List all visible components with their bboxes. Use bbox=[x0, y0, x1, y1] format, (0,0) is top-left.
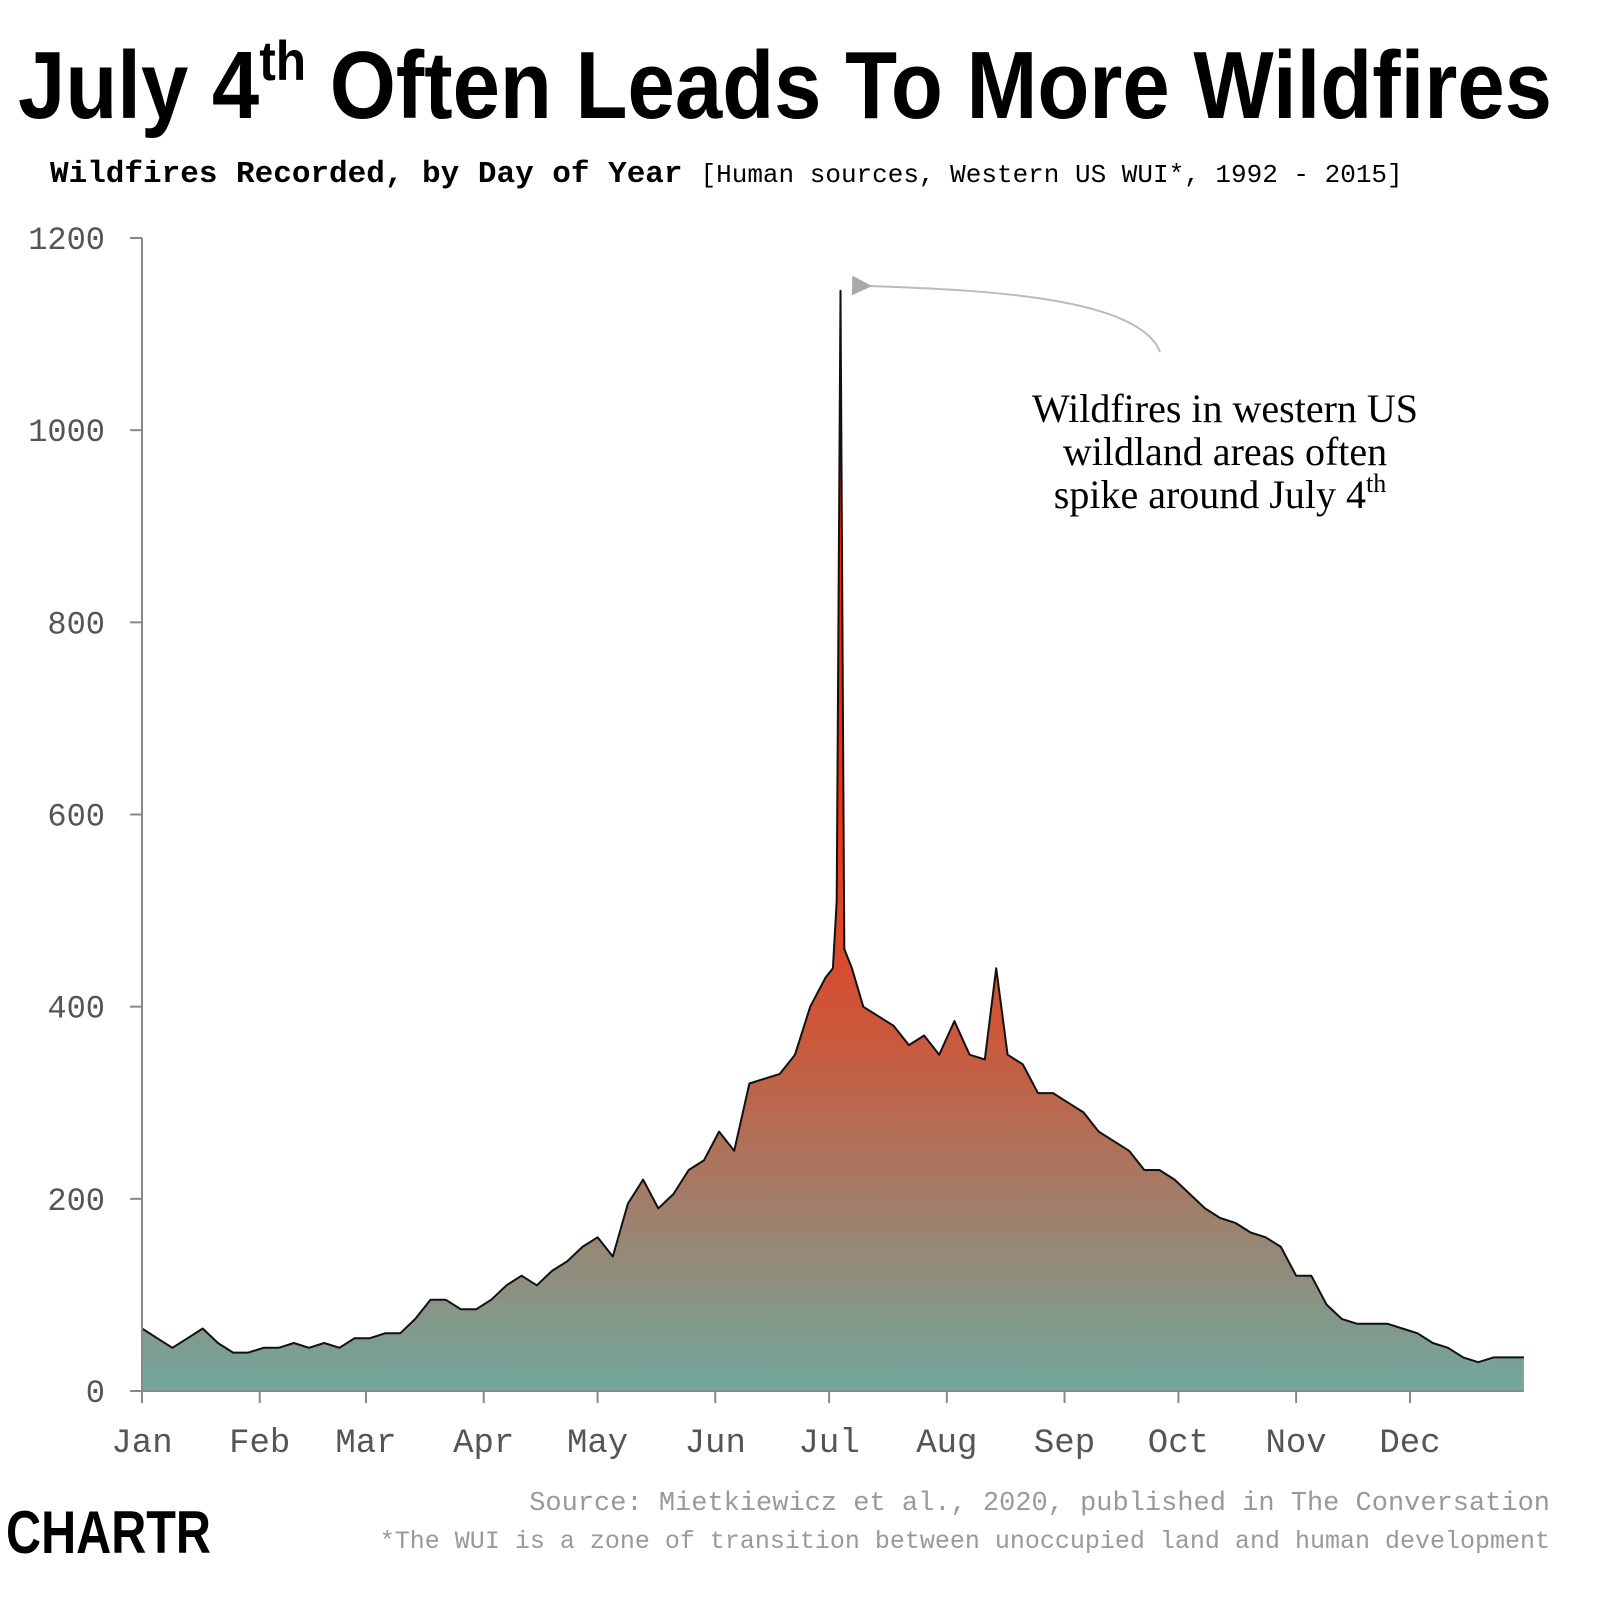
x-tick-label: Aug bbox=[916, 1425, 977, 1463]
title-sup: th bbox=[259, 29, 306, 92]
area-line bbox=[141, 289, 1524, 1364]
annotation-line: wildland areas often bbox=[1063, 429, 1387, 474]
x-tick-label: Sep bbox=[1034, 1425, 1095, 1463]
logo: CHARTR bbox=[6, 1499, 211, 1566]
x-tick-label: Jul bbox=[799, 1425, 860, 1463]
y-tick-label: 0 bbox=[86, 1375, 105, 1412]
axes: 0 200 400 600 800 1000 1200 Jan Feb Mar Apr May Jun J… bbox=[28, 222, 1524, 1463]
y-tick-label: 400 bbox=[47, 991, 105, 1028]
annotation-line: Wildfires in western US bbox=[1032, 386, 1418, 431]
y-tick-label: 600 bbox=[47, 799, 105, 836]
subtitle: Wildfires Recorded, by Day of Year [Human… bbox=[50, 157, 1403, 192]
annotation: Wildfires in western US wildland areas o… bbox=[1032, 386, 1428, 517]
y-tick-label: 800 bbox=[47, 606, 105, 643]
y-tick-label: 1000 bbox=[28, 414, 105, 451]
x-tick-label: Jun bbox=[685, 1425, 746, 1463]
y-tick-label: 1200 bbox=[28, 222, 105, 259]
subtitle-main: Wildfires Recorded, by Day of Year bbox=[50, 157, 683, 192]
annotation-line: spike around July 4 bbox=[1054, 472, 1366, 517]
annotation-sup: th bbox=[1366, 469, 1386, 498]
x-tick-label: Dec bbox=[1379, 1425, 1440, 1463]
x-tick-label: Oct bbox=[1148, 1425, 1209, 1463]
chart-title: July 4th Often Leads To More Wildfires bbox=[18, 29, 1552, 139]
x-tick-label: Mar bbox=[335, 1425, 396, 1463]
title-part: July 4 bbox=[18, 32, 259, 139]
y-tick-label: 200 bbox=[47, 1183, 105, 1220]
title-part: Often Leads To More Wildfires bbox=[306, 32, 1552, 139]
subtitle-note: [Human sources, Western US WUI*, 1992 - … bbox=[701, 160, 1403, 190]
x-tick-label: Nov bbox=[1265, 1425, 1326, 1463]
x-tick-label: May bbox=[567, 1425, 628, 1463]
footnote: *The WUI is a zone of transition between… bbox=[380, 1527, 1550, 1556]
x-tick-label: Feb bbox=[229, 1425, 290, 1463]
x-tick-label: Apr bbox=[453, 1425, 514, 1463]
source: Source: Mietkiewicz et al., 2020, publis… bbox=[529, 1489, 1550, 1519]
x-tick-label: Jan bbox=[111, 1425, 172, 1463]
annotation-arrow bbox=[851, 275, 1161, 353]
area-fill bbox=[142, 290, 1524, 1391]
